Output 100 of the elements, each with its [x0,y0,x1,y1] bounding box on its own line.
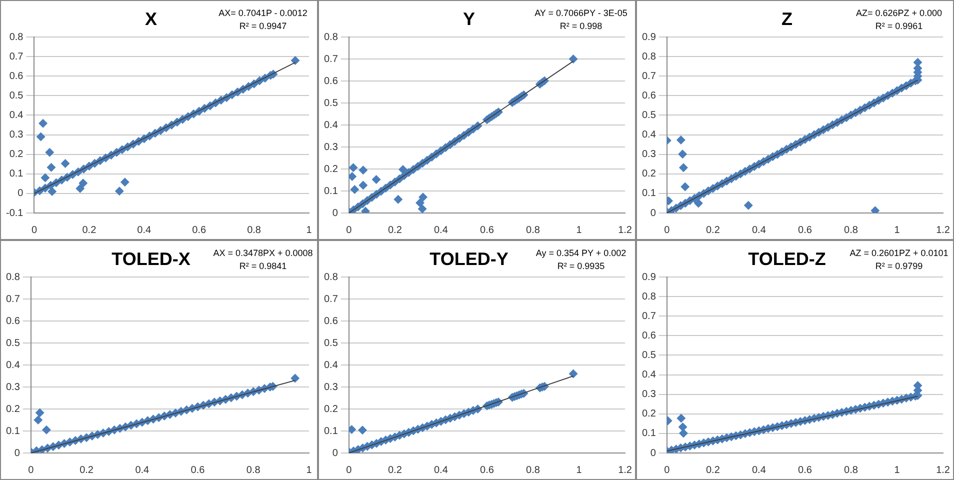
x-tick-label: 0.2 [82,224,97,236]
y-tick-label: 0.3 [324,382,338,393]
y-tick-label: 0.7 [642,310,656,322]
x-tick-label: 0.4 [752,224,766,236]
y-tick-label: 0.8 [9,32,24,43]
y-tick-label: 0.5 [9,90,24,102]
y-tick-label: 0.7 [324,54,338,65]
y-tick-label: 0.8 [324,272,338,283]
x-tick-label: 0.6 [480,464,494,476]
y-tick-label: 0.7 [642,70,656,82]
y-tick-label: 0.6 [324,316,338,327]
y-tick-label: 0.5 [324,98,338,109]
x-tick-label: 0.8 [246,464,261,476]
x-tick-label: 1 [894,464,900,476]
x-tick-label: 0 [28,464,34,476]
y-tick-label: 0.1 [6,426,20,437]
x-tick-label: 0.4 [434,224,448,236]
y-tick-label: 0.3 [642,149,656,160]
x-tick-label: 0.2 [388,224,402,236]
text: AZ = 0.2601PZ + 0.0101 [850,248,948,258]
x-tick-label: 0.8 [844,464,858,476]
y-tick-label: 0.6 [6,316,20,327]
y-tick-label: 0.8 [6,272,20,283]
chart-title: Z [782,8,792,29]
x-tick-label: 0 [664,224,670,236]
x-tick-label: 0.2 [706,464,720,476]
y-tick-label: 0.6 [9,70,24,82]
x-tick-label: 1.2 [936,464,950,476]
x-tick-label: 1.2 [618,224,632,236]
x-tick-label: 0.6 [798,464,812,476]
y-tick-label: 0.6 [642,330,656,342]
chart-title: TOLED-Y [430,248,508,269]
y-tick-label: 0.7 [9,51,24,62]
y-tick-label: 0.4 [9,110,24,121]
x-tick-label: 1.2 [618,464,632,476]
chart-title: TOLED-X [112,248,190,269]
text: R² = 0.9935 [557,260,605,271]
x-tick-label: 0 [346,464,352,476]
y-tick-label: 0.8 [642,51,656,62]
text: R² = 0.9961 [875,20,923,31]
x-tick-label: 0.2 [80,464,94,476]
y-tick-label: 0.9 [642,272,656,283]
x-tick-label: 0.6 [192,224,206,236]
y-tick-label: 0.8 [324,32,338,43]
y-tick-label: 0.5 [642,350,656,361]
text: AX = 0.3478PX + 0.0008 [213,248,313,258]
text: R² = 0.9841 [239,260,287,271]
chart-title: Y [462,8,476,29]
y-tick-label: 0.5 [642,110,656,121]
x-tick-label: 0.4 [135,464,150,476]
x-tick-label: 0 [31,224,38,236]
y-tick-label: 0.3 [6,382,20,393]
y-tick-label: 0 [18,188,24,200]
y-tick-label: 0.2 [9,149,24,160]
x-tick-label: 0.6 [480,224,494,236]
text: AZ= 0.626PZ + 0.000 [856,8,942,18]
x-tick-label: 0.8 [844,224,858,236]
y-tick-label: 0.4 [642,130,656,141]
y-tick-label: 0 [650,448,656,459]
x-tick-label: 1.2 [936,224,950,236]
x-tick-label: 0 [346,224,352,236]
y-tick-label: 0.1 [324,426,338,437]
y-tick-label: 0.2 [324,164,338,175]
y-tick-label: 0.6 [324,76,338,87]
x-tick-label: 0.8 [526,224,540,236]
text: AX= 0.7041P - 0.0012 [218,8,308,18]
x-tick-label: 0.6 [190,464,206,476]
y-tick-label: 0.1 [642,188,656,200]
x-tick-label: 0.4 [434,464,448,476]
y-tick-label: 0.2 [642,408,656,420]
text: AY = 0.7066PY - 3E-05 [534,8,628,18]
y-tick-label: 0.5 [324,338,338,349]
y-tick-label: 0.3 [324,142,338,153]
y-tick-label: 0.7 [324,294,338,305]
y-tick-label: 0.4 [324,120,338,131]
y-tick-label: 0.7 [6,294,20,305]
y-tick-label: 0.6 [642,90,656,102]
x-tick-label: 0.8 [247,224,262,236]
y-tick-label: 0.8 [642,291,656,302]
text: R² = 0.9947 [239,20,287,31]
y-tick-label: 0 [14,448,20,459]
y-tick-label: 0.4 [324,360,338,371]
x-tick-label: 0 [664,464,670,476]
y-tick-label: -0.1 [6,208,24,219]
x-tick-label: 1 [306,464,312,476]
text: R² = 0.9799 [875,260,923,271]
text: Ay = 0.354 PY + 0.002 [536,248,626,258]
y-tick-label: 0.3 [9,130,24,141]
y-tick-label: 0.5 [6,338,20,349]
y-tick-label: 0.4 [6,360,20,371]
y-tick-label: 0.2 [324,404,338,415]
text: R² = 0.998 [560,20,602,31]
x-tick-label: 0.2 [388,464,402,476]
x-tick-label: 0.6 [798,224,812,236]
x-tick-label: 1 [894,224,900,236]
y-tick-label: 0.9 [642,32,656,43]
x-tick-label: 0.4 [137,224,152,236]
x-tick-label: 1 [306,224,312,236]
y-tick-label: 0.1 [642,428,656,440]
chart-title: X [144,8,158,29]
